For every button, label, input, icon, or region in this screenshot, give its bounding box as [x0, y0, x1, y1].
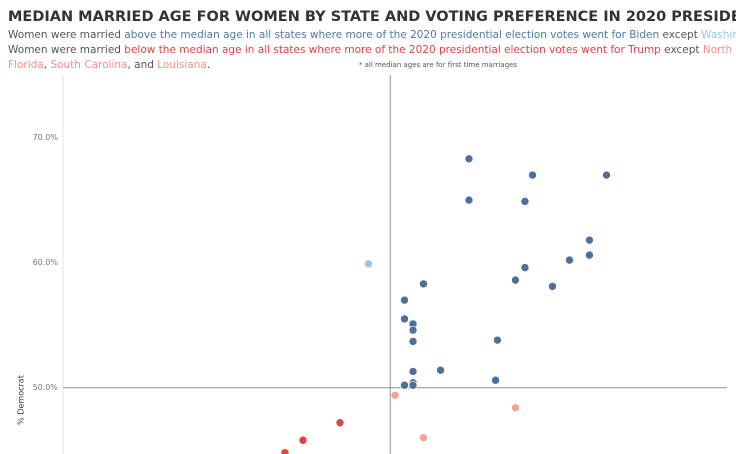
- point: [408, 367, 418, 376]
- point: [585, 250, 594, 260]
- point: [408, 380, 418, 390]
- point: [400, 314, 409, 324]
- subtitle-segment: , and: [127, 59, 157, 71]
- point: [511, 403, 520, 413]
- point: [511, 275, 520, 285]
- subtitle-segment: South Carolina: [50, 59, 127, 71]
- point: [280, 448, 290, 454]
- point: [419, 433, 428, 443]
- point: [585, 235, 594, 245]
- point: [602, 170, 611, 180]
- point: [335, 418, 345, 428]
- point: [408, 337, 418, 346]
- subtitle-segment: ,: [44, 59, 51, 71]
- subtitle-segment: .: [207, 59, 210, 71]
- point: [565, 255, 574, 265]
- point: [493, 335, 502, 345]
- chart-title: MEDIAN MARRIED AGE FOR WOMEN BY STATE AN…: [8, 9, 736, 25]
- point: [520, 263, 530, 272]
- point: [298, 435, 308, 445]
- subtitle-segment: except: [661, 44, 703, 56]
- point: [400, 380, 409, 390]
- point: [464, 154, 474, 164]
- subtitle: Women were married below the median age …: [8, 44, 736, 56]
- y-axis-label: % Democrat: [17, 375, 26, 425]
- footnote: * all median ages are for first time mar…: [359, 61, 518, 69]
- subtitle-segment: Women were married: [8, 44, 124, 56]
- point: [408, 325, 418, 335]
- point: [520, 197, 530, 206]
- subtitle: Women were married above the median age …: [8, 29, 736, 41]
- point: [436, 365, 445, 375]
- y-tick-label: 60.0%: [33, 258, 59, 267]
- subtitle-segment: North Carolina: [703, 44, 736, 56]
- point: [548, 282, 557, 291]
- subtitle-segment: except: [659, 29, 701, 41]
- y-tick-label: 50.0%: [33, 383, 59, 392]
- point: [491, 375, 500, 385]
- point: [464, 195, 474, 205]
- point: [390, 390, 400, 400]
- y-tick-label: 70.0%: [33, 133, 59, 142]
- point: [528, 170, 537, 180]
- subtitle-segment: above the median age in all states where…: [124, 29, 659, 41]
- subtitle-segment: Washington state: [701, 29, 736, 41]
- point: [364, 259, 373, 269]
- subtitle-segment: Women were married: [8, 29, 124, 41]
- subtitle-segment: Florida: [8, 59, 44, 71]
- subtitle-segment: Louisiana: [157, 59, 207, 71]
- point: [419, 279, 428, 289]
- point: [400, 295, 409, 305]
- subtitle: Florida, South Carolina, and Louisiana.: [8, 59, 210, 71]
- subtitle-segment: below the median age in all states where…: [124, 44, 661, 56]
